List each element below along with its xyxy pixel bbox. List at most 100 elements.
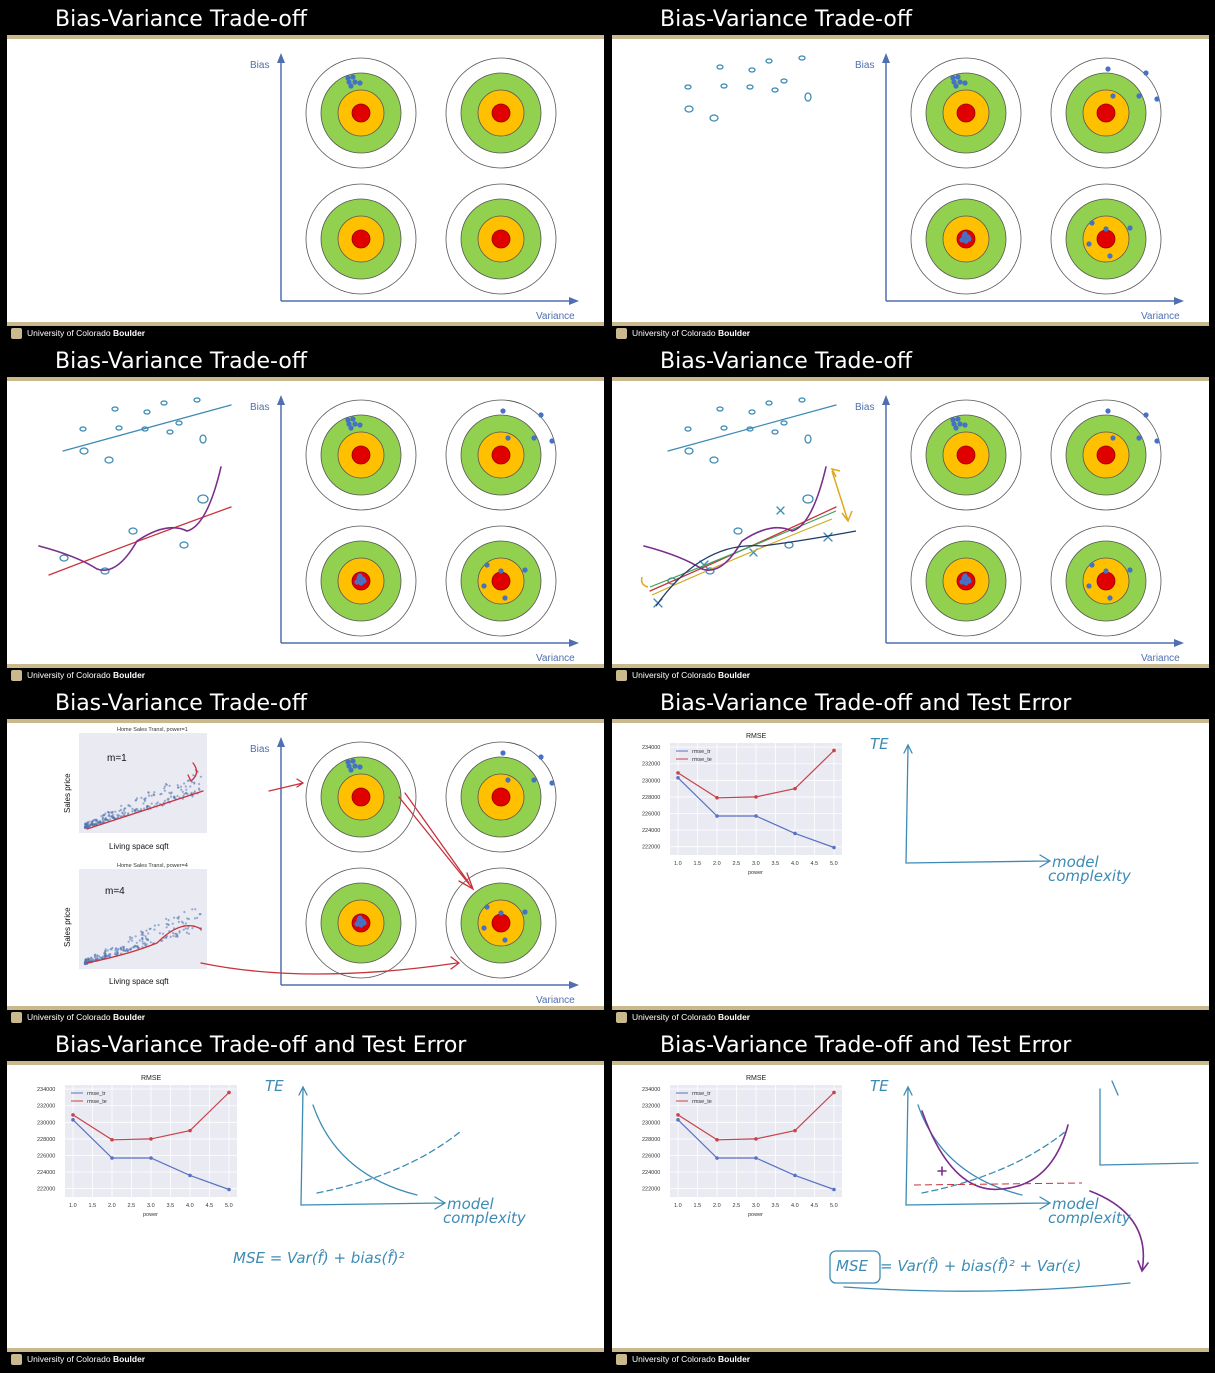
- slide-5: Bias-Variance Trade-off Home Sales Trans…: [7, 689, 604, 1025]
- data-point: [832, 1187, 836, 1192]
- gold-rule: [7, 322, 604, 326]
- scatter-point: [174, 932, 177, 935]
- target: [910, 57, 1022, 169]
- target: [1050, 399, 1162, 511]
- scatter-point: [107, 818, 110, 822]
- scatter-point: [159, 793, 162, 796]
- scatter-label: m=4: [105, 886, 125, 897]
- scatter-point: [177, 915, 180, 918]
- complexity-annotation: complexity: [443, 1209, 527, 1227]
- arrow-up-icon: [277, 53, 285, 63]
- scatter-point: [84, 823, 87, 826]
- university-logo-icon: [11, 1354, 22, 1365]
- footer-text: University of Colorado Boulder: [27, 670, 146, 680]
- shot-dot: [354, 921, 360, 927]
- complexity-annotation: complexity: [1048, 867, 1132, 885]
- scatter-point: [107, 813, 111, 816]
- x-axis-label: power: [748, 870, 763, 876]
- scatter-point: [136, 946, 140, 949]
- chart-title: RMSE: [746, 733, 767, 740]
- scatter-point: [161, 932, 165, 935]
- scatter-point: [165, 926, 168, 929]
- slide-footer: University of Colorado Boulder: [612, 326, 1209, 341]
- scatter-point: [100, 815, 103, 818]
- x-tick-label: 3.5: [772, 861, 780, 867]
- arrow-right-icon: [569, 639, 579, 647]
- te-annotation: TE: [870, 735, 889, 753]
- scatter-point: [104, 948, 107, 951]
- x-tick-label: 5.0: [830, 1203, 838, 1209]
- slide-header: Bias-Variance Trade-off and Test Error: [7, 1031, 604, 1061]
- x-tick-label: 1.5: [694, 861, 702, 867]
- shot-dot: [502, 937, 508, 943]
- scatter-point: [163, 799, 167, 802]
- scatter-point: [130, 936, 134, 939]
- scatter-point: [153, 791, 156, 794]
- slide-canvas: Bias Variance: [640, 395, 1184, 664]
- gold-rule: [612, 377, 1209, 381]
- scatter-point: [114, 810, 117, 813]
- scatter-point: [189, 785, 192, 788]
- shot-dot: [549, 780, 555, 786]
- gold-rule: [612, 322, 1209, 326]
- target-bullseye: [351, 445, 371, 465]
- target-diagram: [882, 53, 1184, 305]
- scatter-point: [186, 927, 189, 930]
- scatter-point: [168, 791, 171, 794]
- scatter-point: [144, 797, 147, 800]
- scatter-point: [198, 782, 201, 786]
- scatter-point: [124, 949, 127, 952]
- target-bullseye: [351, 229, 371, 249]
- scatter-point: [148, 927, 151, 930]
- arrow-up-icon: [882, 395, 890, 405]
- scatter-point: [146, 938, 149, 941]
- y-tick-label: 232000: [642, 1104, 660, 1110]
- scatter-point: [128, 804, 131, 807]
- arrow-right-icon: [569, 297, 579, 305]
- shot-dot: [962, 422, 968, 428]
- shot-dot: [1136, 93, 1142, 99]
- scatter-label: m=1: [107, 753, 127, 764]
- slide-2: Bias-Variance Trade-off Bias Variance Un…: [612, 5, 1209, 341]
- target: [445, 183, 557, 295]
- scatter-point: [147, 791, 150, 794]
- scatter-point: [178, 931, 181, 934]
- chart-title: RMSE: [141, 1075, 162, 1082]
- shot-dot: [953, 83, 959, 89]
- data-point: [188, 1173, 192, 1178]
- scatter-point: [168, 784, 171, 787]
- y-tick-label: 230000: [642, 778, 660, 784]
- scatter-point: [169, 795, 173, 798]
- scatter-title: Home Sales Transl, power=1: [117, 727, 188, 733]
- scatter-point: [184, 927, 187, 930]
- arrow-up-icon: [277, 737, 285, 747]
- shot-dot: [522, 909, 528, 915]
- shot-dot: [1105, 408, 1111, 414]
- target-bullseye: [491, 913, 511, 933]
- slide-canvas: Bias Variance: [250, 53, 579, 322]
- shot-dot: [1107, 253, 1113, 259]
- university-logo-icon: [616, 328, 627, 339]
- data-point: [832, 748, 836, 753]
- scatter-point: [180, 920, 183, 923]
- scatter-title: Home Sales Transl, power=4: [117, 863, 188, 869]
- scatter-point: [172, 931, 175, 935]
- data-point: [715, 814, 719, 818]
- scatter-point: [88, 958, 91, 961]
- slide-title: Bias-Variance Trade-off and Test Error: [55, 1033, 467, 1058]
- shot-dot: [1089, 562, 1095, 568]
- gold-rule: [7, 1006, 604, 1010]
- scatter-point: [150, 794, 153, 797]
- scatter-ylabel: Sales price: [63, 773, 72, 813]
- shot-dot: [484, 562, 490, 568]
- slide-title: Bias-Variance Trade-off: [660, 349, 913, 374]
- data-point: [71, 1118, 75, 1122]
- target-bullseye: [1096, 229, 1116, 249]
- slide-title: Bias-Variance Trade-off and Test Error: [660, 1033, 1072, 1058]
- scatter-point: [88, 824, 91, 827]
- shot-dot: [950, 417, 956, 423]
- x-tick-label: 4.5: [206, 1203, 214, 1209]
- target: [910, 525, 1022, 637]
- shot-dot: [953, 425, 959, 431]
- x-tick-label: 4.0: [791, 861, 799, 867]
